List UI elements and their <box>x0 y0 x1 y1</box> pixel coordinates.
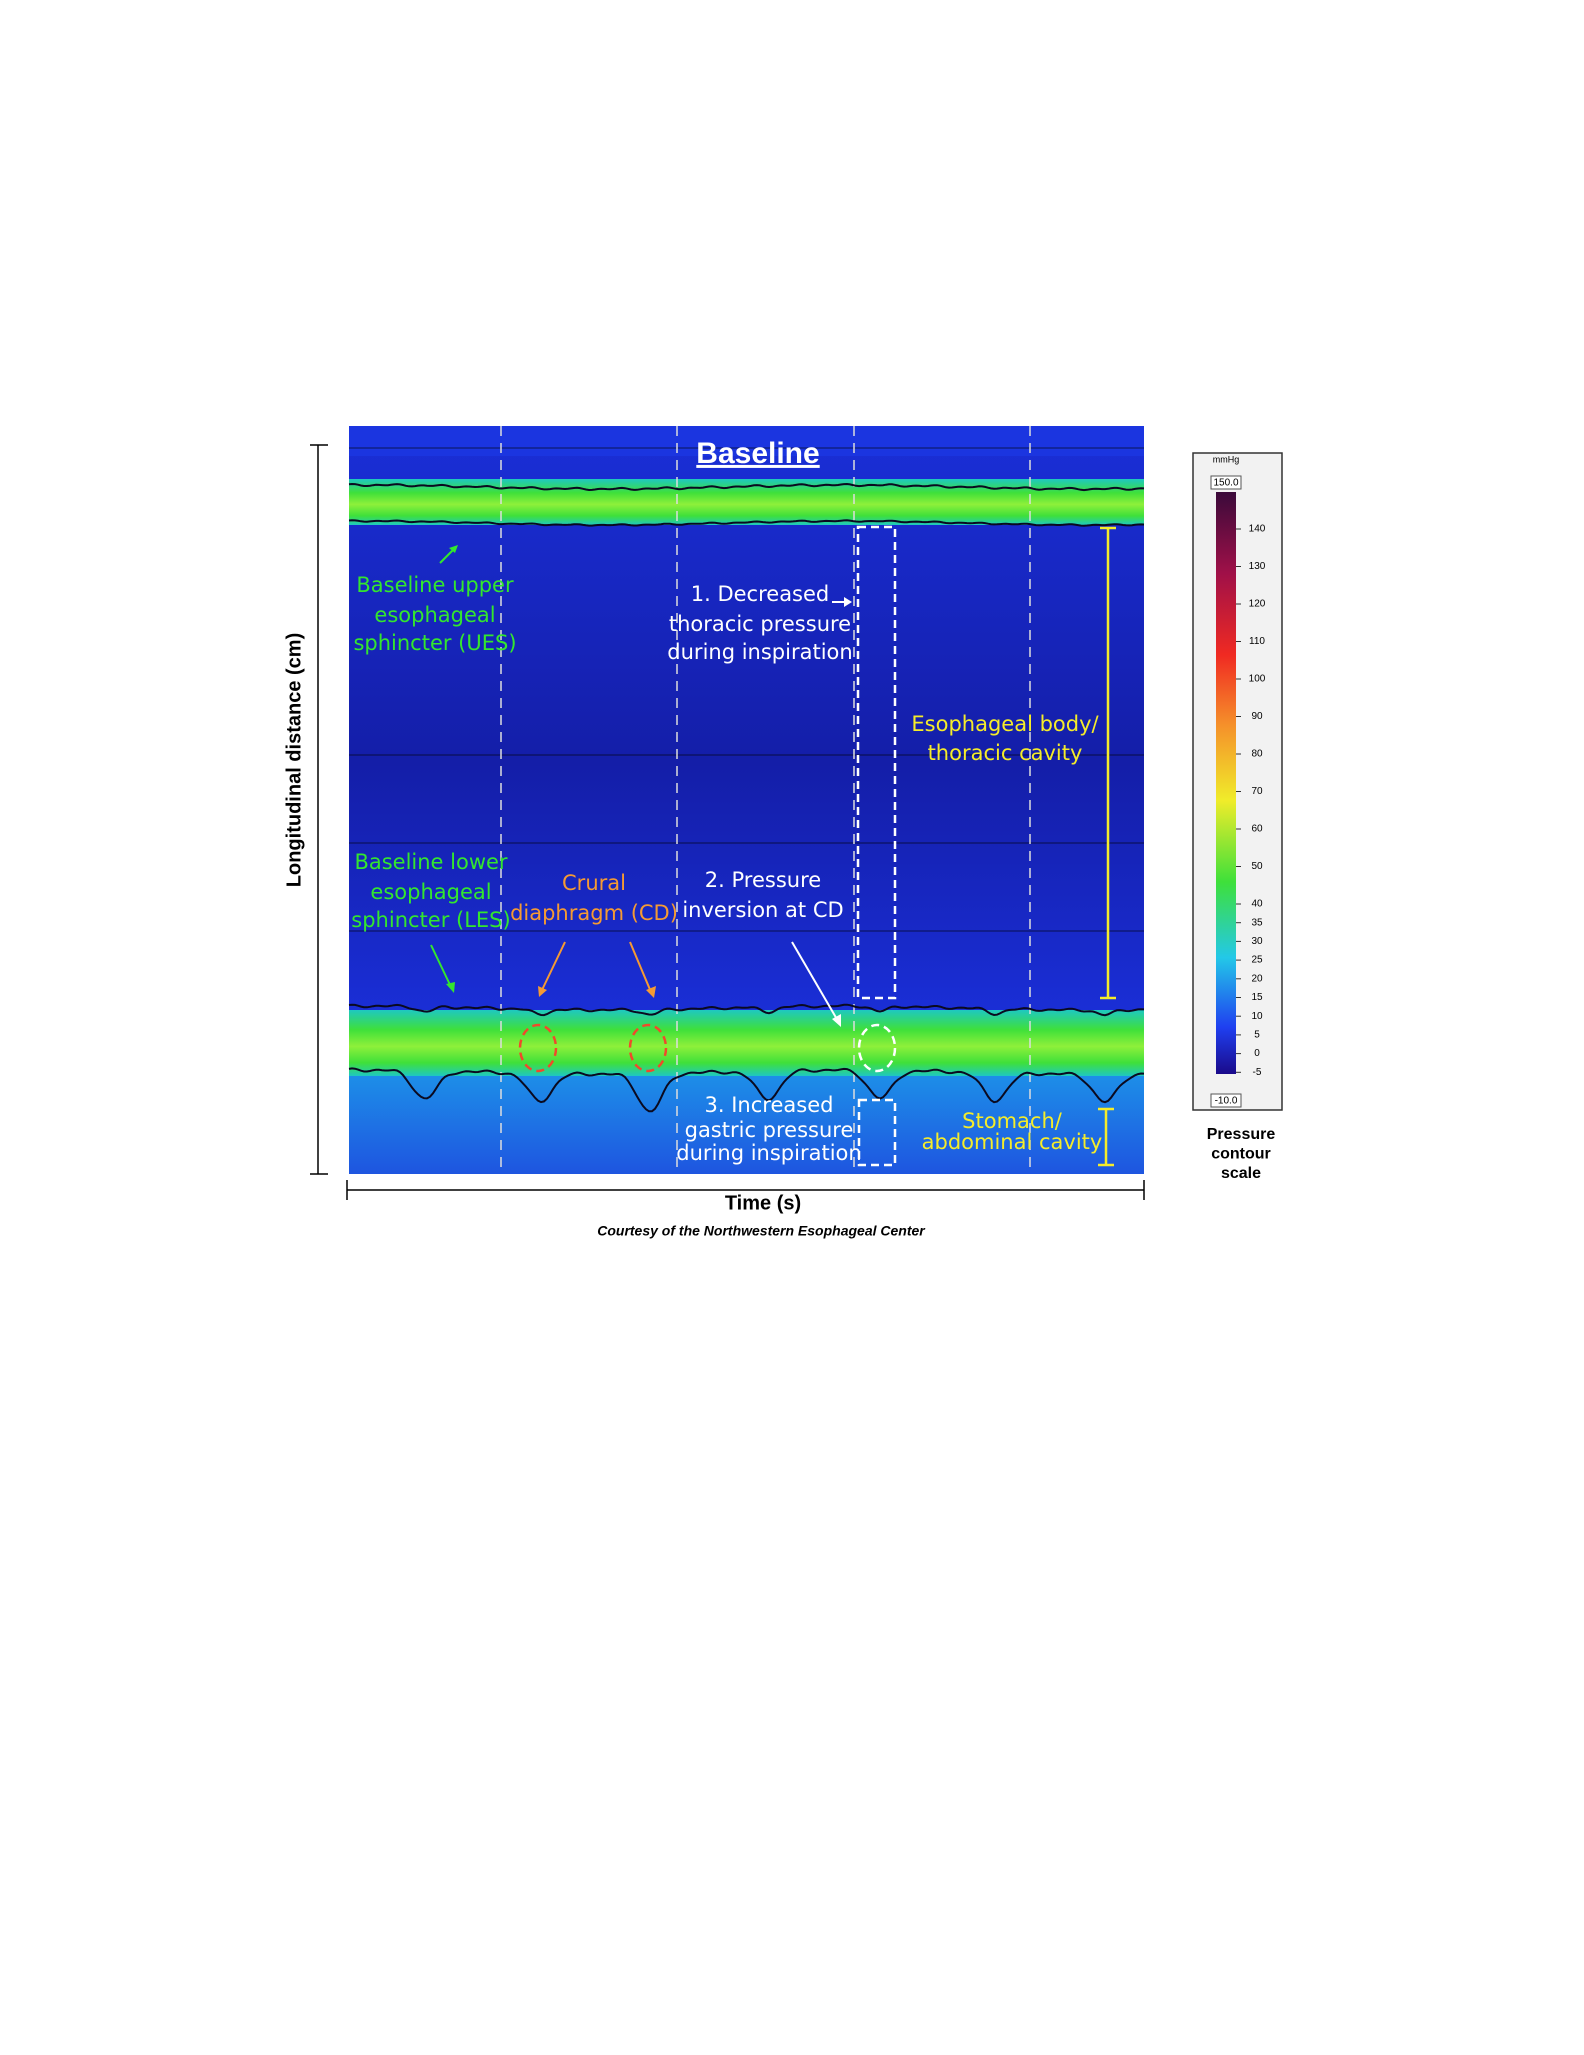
color-scale-tick-label: 60 <box>1251 824 1263 835</box>
annotation-crural: diaphragm (CD) <box>510 901 678 925</box>
color-scale-min: -10.0 <box>1215 1096 1238 1107</box>
max-box <box>1210 475 1242 490</box>
color-scale-tick-label: 80 <box>1251 749 1263 760</box>
color-scale-caption: contour <box>1211 1146 1271 1163</box>
color-scale-tick-label: 15 <box>1251 992 1263 1003</box>
color-scale-tick-label: 100 <box>1249 674 1266 685</box>
annotation-gastric-pressure: during inspiration <box>676 1141 861 1165</box>
color-scale-panel <box>1192 452 1283 1111</box>
les-upper-contour <box>348 1003 1145 1017</box>
annotation-marks <box>430 525 1116 1167</box>
color-scale-bar <box>1216 492 1236 1074</box>
annotation-ues: Baseline upper <box>356 573 514 597</box>
annotation-gastric-pressure: 3. Increased <box>705 1093 834 1117</box>
annotation-stomach: abdominal cavity <box>922 1130 1103 1154</box>
plot-title: Baseline <box>696 437 819 470</box>
annotation-inversion: 2. Pressure <box>705 868 821 892</box>
pressure-topography <box>348 426 1145 1174</box>
ues-lower-contour <box>348 519 1145 527</box>
annotation-les: Baseline lower <box>354 850 507 874</box>
x-axis-label: Time (s) <box>725 1192 801 1214</box>
annotation-thoracic-pressure: 1. Decreased <box>691 582 830 606</box>
color-scale-caption: scale <box>1221 1165 1261 1182</box>
color-scale-tick-label: 90 <box>1251 711 1263 722</box>
grid-lines <box>349 447 1144 932</box>
annotation-les: sphincter (LES) <box>351 908 510 932</box>
color-scale-tick-label: 130 <box>1249 561 1266 572</box>
color-scale-tick-label: 30 <box>1251 936 1263 947</box>
color-scale-tick-label: 20 <box>1251 973 1263 984</box>
annotation-crural: Crural <box>562 871 626 895</box>
color-scale-tick-label: 70 <box>1251 786 1263 797</box>
les-lower-contour <box>348 1067 1145 1113</box>
annotation-gastric-pressure: gastric pressure <box>685 1118 854 1142</box>
color-scale-max: 150.0 <box>1213 478 1238 489</box>
annotation-ues: sphincter (UES) <box>353 631 516 655</box>
color-scale-tick-label: 120 <box>1249 599 1266 610</box>
annotation-stomach: Stomach/ <box>962 1109 1063 1133</box>
color-scale-tick-label: 10 <box>1251 1011 1263 1022</box>
time-markers <box>500 426 1031 1174</box>
min-box <box>1210 1093 1242 1108</box>
heatmap-top <box>349 426 1144 456</box>
color-scale-tick-label: 50 <box>1251 861 1263 872</box>
annotation-esophageal-body: Esophageal body/ <box>911 712 1099 736</box>
credit: Courtesy of the Northwestern Esophageal … <box>597 1223 926 1239</box>
color-scale-tick-label: 140 <box>1249 524 1266 535</box>
isobar-contours <box>348 482 1145 1113</box>
annotations: Baseline upper esophageal sphincter (UES) 1… <box>351 573 1102 1165</box>
stomach-region <box>349 1074 1144 1174</box>
axes <box>310 444 1145 1200</box>
ues-upper-contour <box>348 482 1145 492</box>
color-scale-tick-label: -5 <box>1253 1067 1262 1078</box>
color-scale-unit: mmHg <box>1213 454 1240 464</box>
color-scale-tick-label: 110 <box>1249 636 1265 647</box>
color-scale: mmHg 150.0 -10.0 14013012011010090807060… <box>1192 452 1283 1182</box>
annotation-thoracic-pressure: during inspiration <box>667 640 852 664</box>
color-scale-tick-label: 25 <box>1251 955 1263 966</box>
annotation-esophageal-body: thoracic cavity <box>928 741 1083 765</box>
color-scale-tick-label: 0 <box>1254 1048 1260 1059</box>
color-scale-tick-label: 5 <box>1254 1030 1260 1041</box>
annotation-les: esophageal <box>370 880 491 904</box>
annotation-inversion: inversion at CD <box>682 898 843 922</box>
color-scale-caption: Pressure <box>1207 1126 1276 1143</box>
color-scale-tick-label: 40 <box>1251 899 1263 910</box>
color-scale-tick-label: 35 <box>1251 917 1263 928</box>
y-axis-label: Longitudinal distance (cm) <box>283 633 305 887</box>
annotation-thoracic-pressure: thoracic pressure <box>669 612 851 636</box>
les-band <box>349 1010 1144 1076</box>
annotation-ues: esophageal <box>374 603 495 627</box>
